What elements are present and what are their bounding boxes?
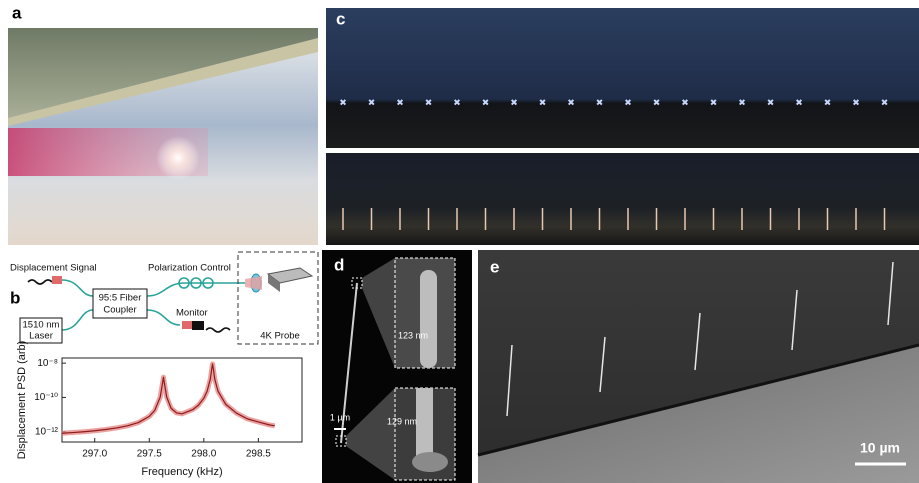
pillar-top: ✖ xyxy=(710,97,718,107)
pillar-top: ✖ xyxy=(453,97,461,107)
pillar-top: ✖ xyxy=(681,97,689,107)
connector xyxy=(52,276,62,284)
pillar-top: ✖ xyxy=(624,97,632,107)
pillar-top: ✖ xyxy=(596,97,604,107)
pillar-top: ✖ xyxy=(767,97,775,107)
label: Polarization Control xyxy=(148,263,231,274)
detector xyxy=(192,321,204,330)
fiber xyxy=(147,283,245,296)
optical-image xyxy=(326,153,919,245)
label: Coupler xyxy=(103,305,136,316)
label: Monitor xyxy=(176,308,208,319)
beam-cone xyxy=(245,276,262,290)
panel-label: a xyxy=(12,3,22,22)
pillar-top: ✖ xyxy=(653,97,661,107)
x-tick-label: 297.5 xyxy=(137,449,162,460)
pillar-top: ✖ xyxy=(881,97,889,107)
x-tick-label: 298.0 xyxy=(191,449,216,460)
x-tick-label: 298.5 xyxy=(246,449,271,460)
pillar-top: ✖ xyxy=(539,97,547,107)
label: 4K Probe xyxy=(260,331,300,342)
label: Displacement Signal xyxy=(10,263,97,274)
panel-e: 10 µm e xyxy=(478,250,919,483)
scale-label: 10 µm xyxy=(860,440,900,456)
panel-d: 123 nm 129 nm 1 µm d xyxy=(322,250,472,483)
panel-label: d xyxy=(334,255,344,274)
width-label: 129 nm xyxy=(387,416,417,426)
pillar-top: ✖ xyxy=(852,97,860,107)
signal-wave xyxy=(28,280,52,284)
connector xyxy=(182,321,192,329)
fiber xyxy=(62,280,93,296)
pillar-top: ✖ xyxy=(738,97,746,107)
laser-spot xyxy=(156,136,200,180)
figure: a Displacement Signal Polarization Contr… xyxy=(0,0,919,483)
pillar-top: ✖ xyxy=(482,97,490,107)
panel-label: c xyxy=(336,9,345,28)
label: Laser xyxy=(29,331,53,342)
y-tick-label: 10⁻¹⁰ xyxy=(34,392,58,403)
series-band xyxy=(62,364,275,433)
pillar-top: ✖ xyxy=(368,97,376,107)
y-tick-label: 10⁻⁸ xyxy=(37,358,58,369)
panel-a: a xyxy=(8,3,318,245)
pillar-top: ✖ xyxy=(510,97,518,107)
psd-chart: Displacement PSD (arb) Frequency (kHz) 2… xyxy=(16,341,302,478)
x-tick-label: 297.0 xyxy=(82,449,107,460)
pillar-top: ✖ xyxy=(396,97,404,107)
label: 95:5 Fiber xyxy=(99,293,142,304)
scale-label: 1 µm xyxy=(330,412,350,422)
panel-label: e xyxy=(490,257,499,276)
pillar-top: ✖ xyxy=(425,97,433,107)
pillar-top: ✖ xyxy=(795,97,803,107)
wire-base xyxy=(416,388,433,456)
wire-tip xyxy=(420,270,437,368)
monitor-wave xyxy=(206,328,230,332)
optical-image xyxy=(326,8,919,148)
schematic-parts: Displacement Signal Polarization Control… xyxy=(10,252,318,344)
pillar-top: ✖ xyxy=(339,97,347,107)
wire-foot xyxy=(412,452,448,472)
y-axis-label: Displacement PSD (arb) xyxy=(16,341,28,460)
y-tick-label: 10⁻¹² xyxy=(35,426,59,437)
fiber xyxy=(62,310,93,330)
panel-c: ✖ ✖ ✖ ✖ ✖ ✖ ✖ ✖ ✖ ✖ ✖ ✖ ✖ ✖ ✖ ✖ ✖ ✖ ✖ ✖ c xyxy=(326,8,919,245)
pillar-top: ✖ xyxy=(824,97,832,107)
panel-label: b xyxy=(10,288,20,307)
x-axis-label: Frequency (kHz) xyxy=(141,466,222,478)
pillar-top: ✖ xyxy=(567,97,575,107)
label: 1510 nm xyxy=(23,320,60,331)
width-label: 123 nm xyxy=(398,330,428,340)
